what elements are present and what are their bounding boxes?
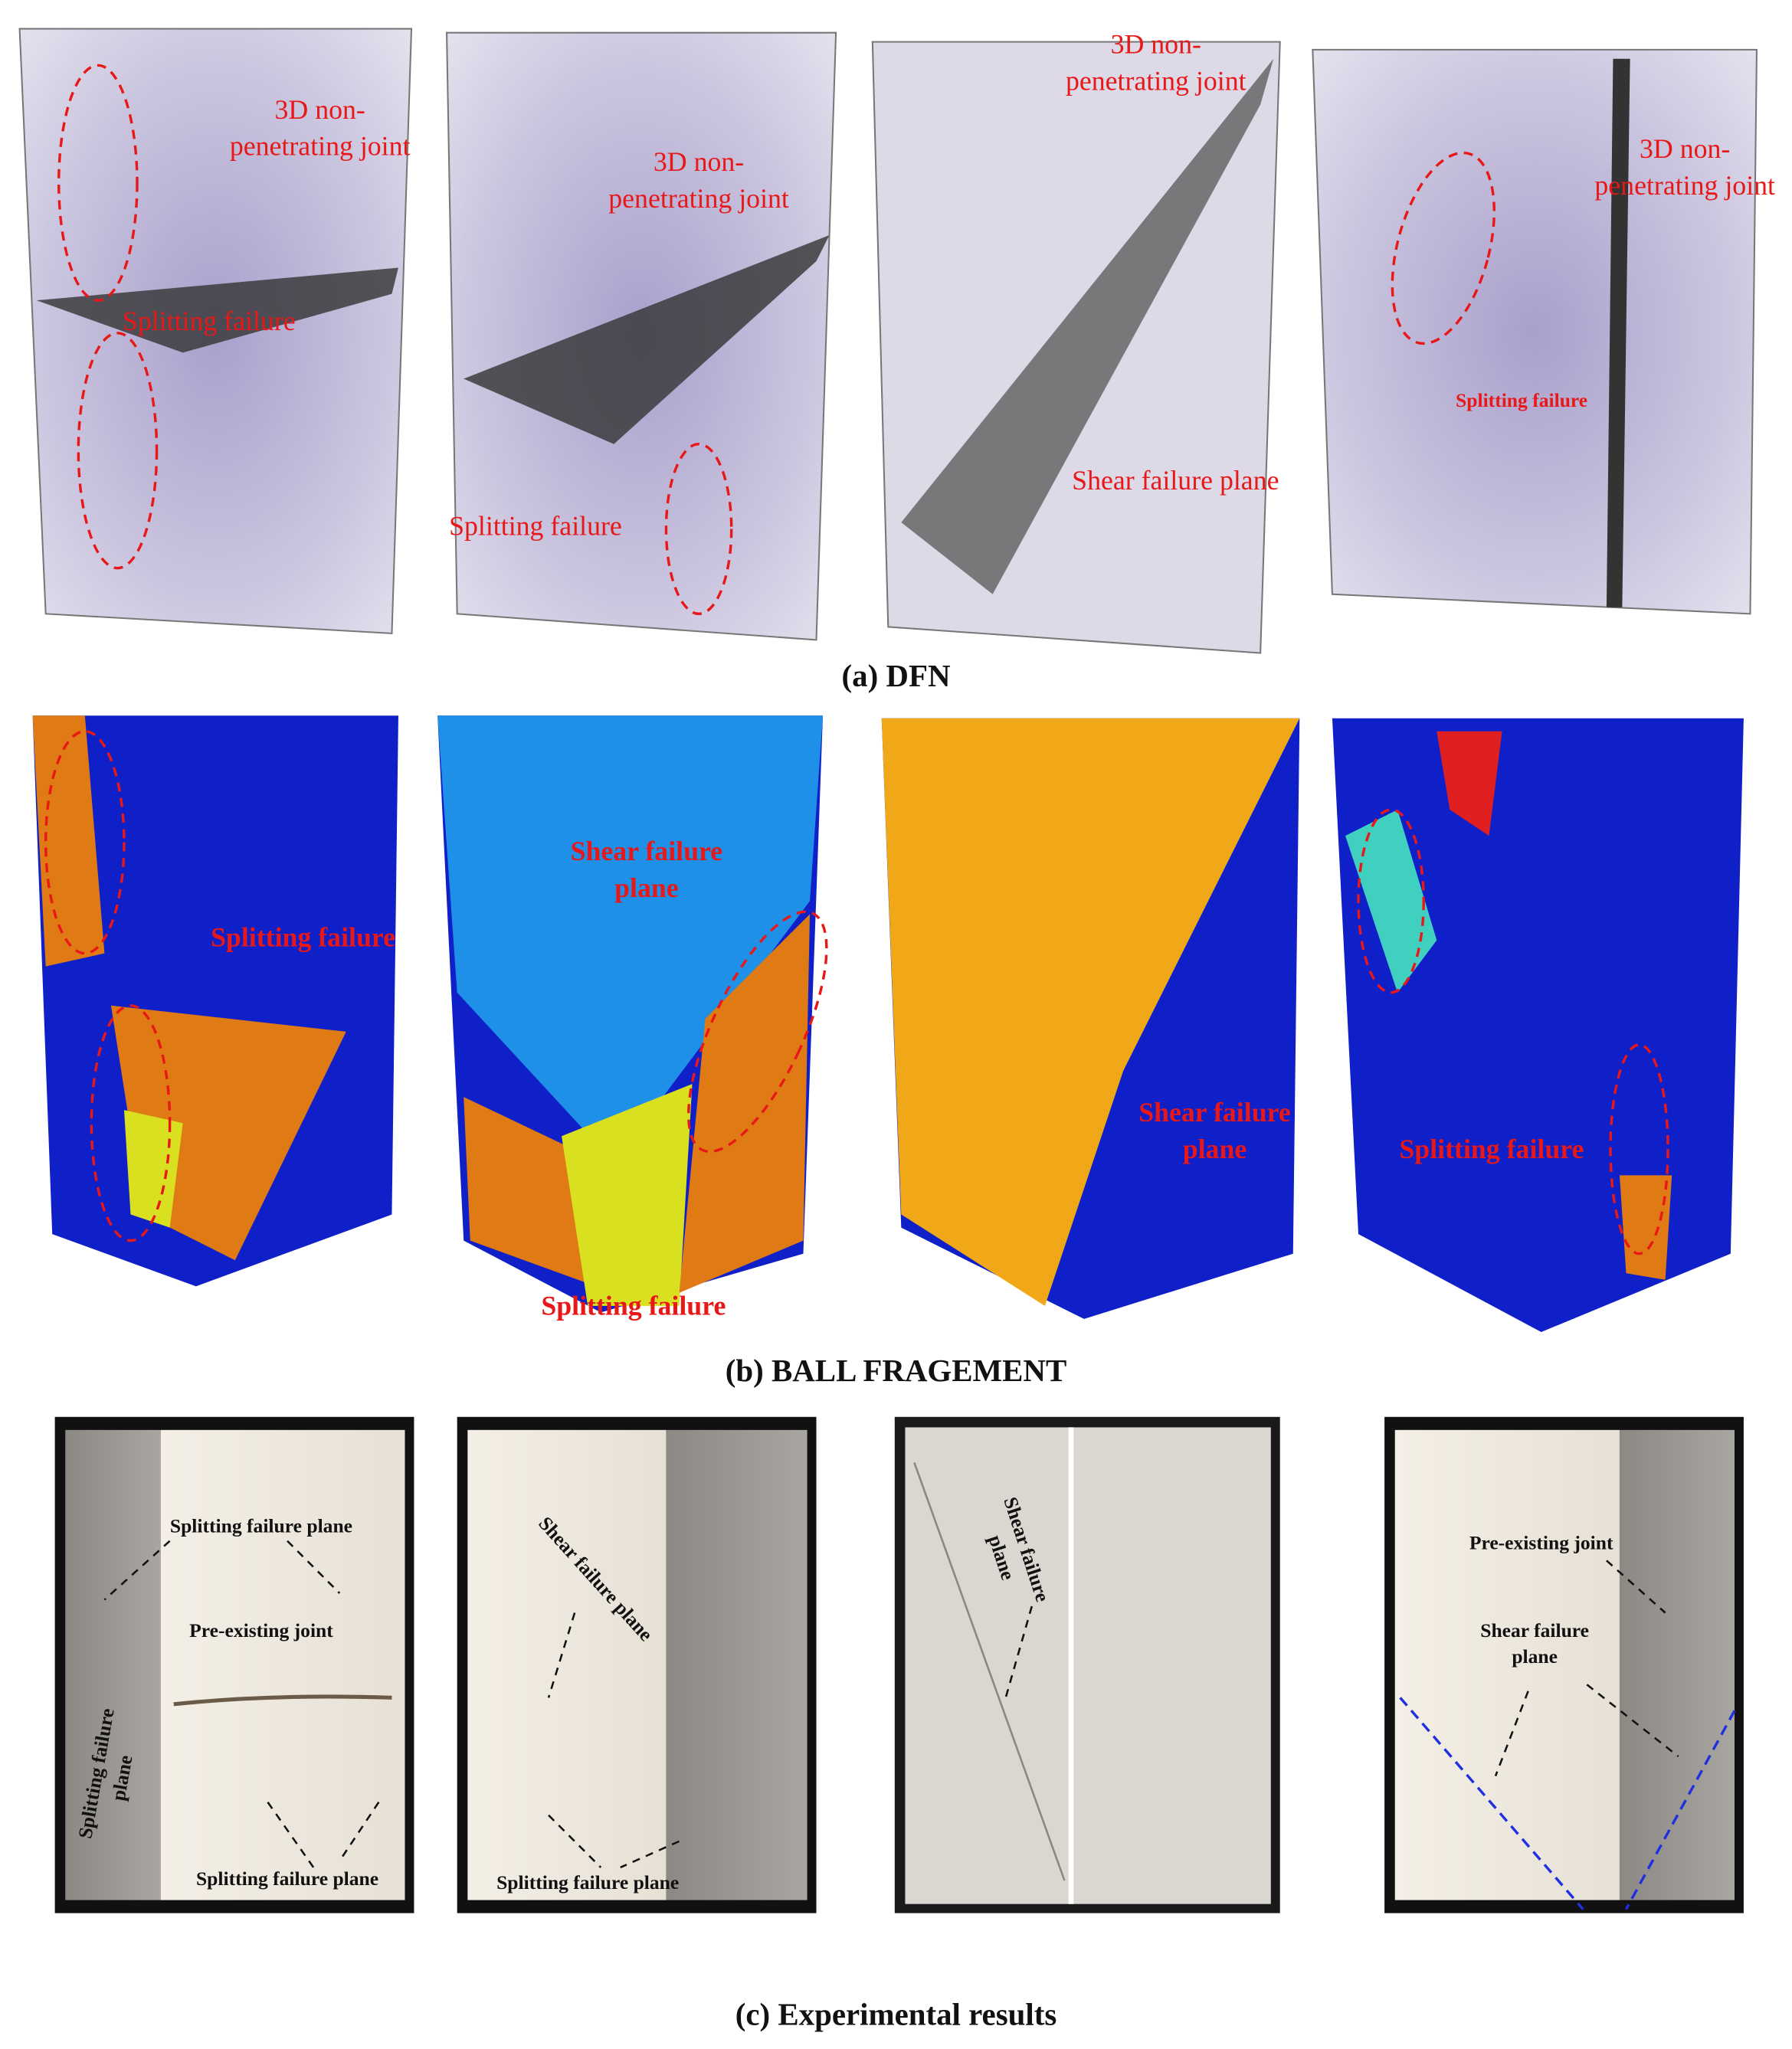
dfn-images bbox=[18, 28, 1758, 654]
annotation-label: Shear failure plane bbox=[1072, 465, 1279, 496]
annotation-ellipses bbox=[44, 64, 1669, 1255]
ball-images bbox=[32, 715, 1744, 1332]
annotation-label: penetrating joint bbox=[230, 131, 411, 162]
annotation-label: Splitting failure bbox=[541, 1291, 726, 1321]
annotation-label: 3D non- bbox=[1640, 133, 1730, 164]
annotation-label: plane bbox=[614, 872, 679, 903]
annotation-label: Splitting failure bbox=[123, 306, 296, 336]
annotation-label: Splitting failure bbox=[1399, 1134, 1584, 1164]
annotation-label: Pre-existing joint bbox=[1469, 1532, 1613, 1554]
annotation-label: Splitting failure bbox=[211, 922, 395, 953]
annotation-label: Splitting failure plane bbox=[496, 1871, 679, 1894]
annotation-label: Shear failure bbox=[1480, 1619, 1589, 1641]
annotation-label: Splitting failure bbox=[449, 511, 622, 542]
annotation-label: penetrating joint bbox=[608, 183, 789, 214]
annotation-label: Shear failure bbox=[571, 836, 723, 866]
annotation-label: 3D non- bbox=[654, 146, 744, 177]
annotation-leaders bbox=[103, 1540, 1679, 1869]
annotation-label: Splitting failure plane bbox=[196, 1867, 378, 1890]
annotation-label: 3D non- bbox=[275, 94, 365, 125]
annotation-label: Shear failure bbox=[1138, 1097, 1291, 1128]
annotation-label: 3D non- bbox=[1111, 29, 1201, 60]
annotation-label: Splitting failure plane bbox=[170, 1515, 352, 1537]
annotation-label: plane bbox=[1512, 1645, 1558, 1668]
annotation-label: Pre-existing joint bbox=[189, 1619, 333, 1641]
photo-images bbox=[54, 1416, 1744, 1913]
panel-caption: (a) DFN bbox=[842, 659, 951, 693]
annotation-label: penetrating joint bbox=[1594, 170, 1775, 201]
panel-caption: (c) Experimental results bbox=[735, 1997, 1057, 2031]
annotation-label: plane bbox=[1183, 1134, 1247, 1164]
annotation-label: penetrating joint bbox=[1066, 65, 1247, 96]
panel-caption: (b) BALL FRAGEMENT bbox=[726, 1353, 1066, 1388]
annotation-label: Splitting failure bbox=[1456, 389, 1587, 411]
